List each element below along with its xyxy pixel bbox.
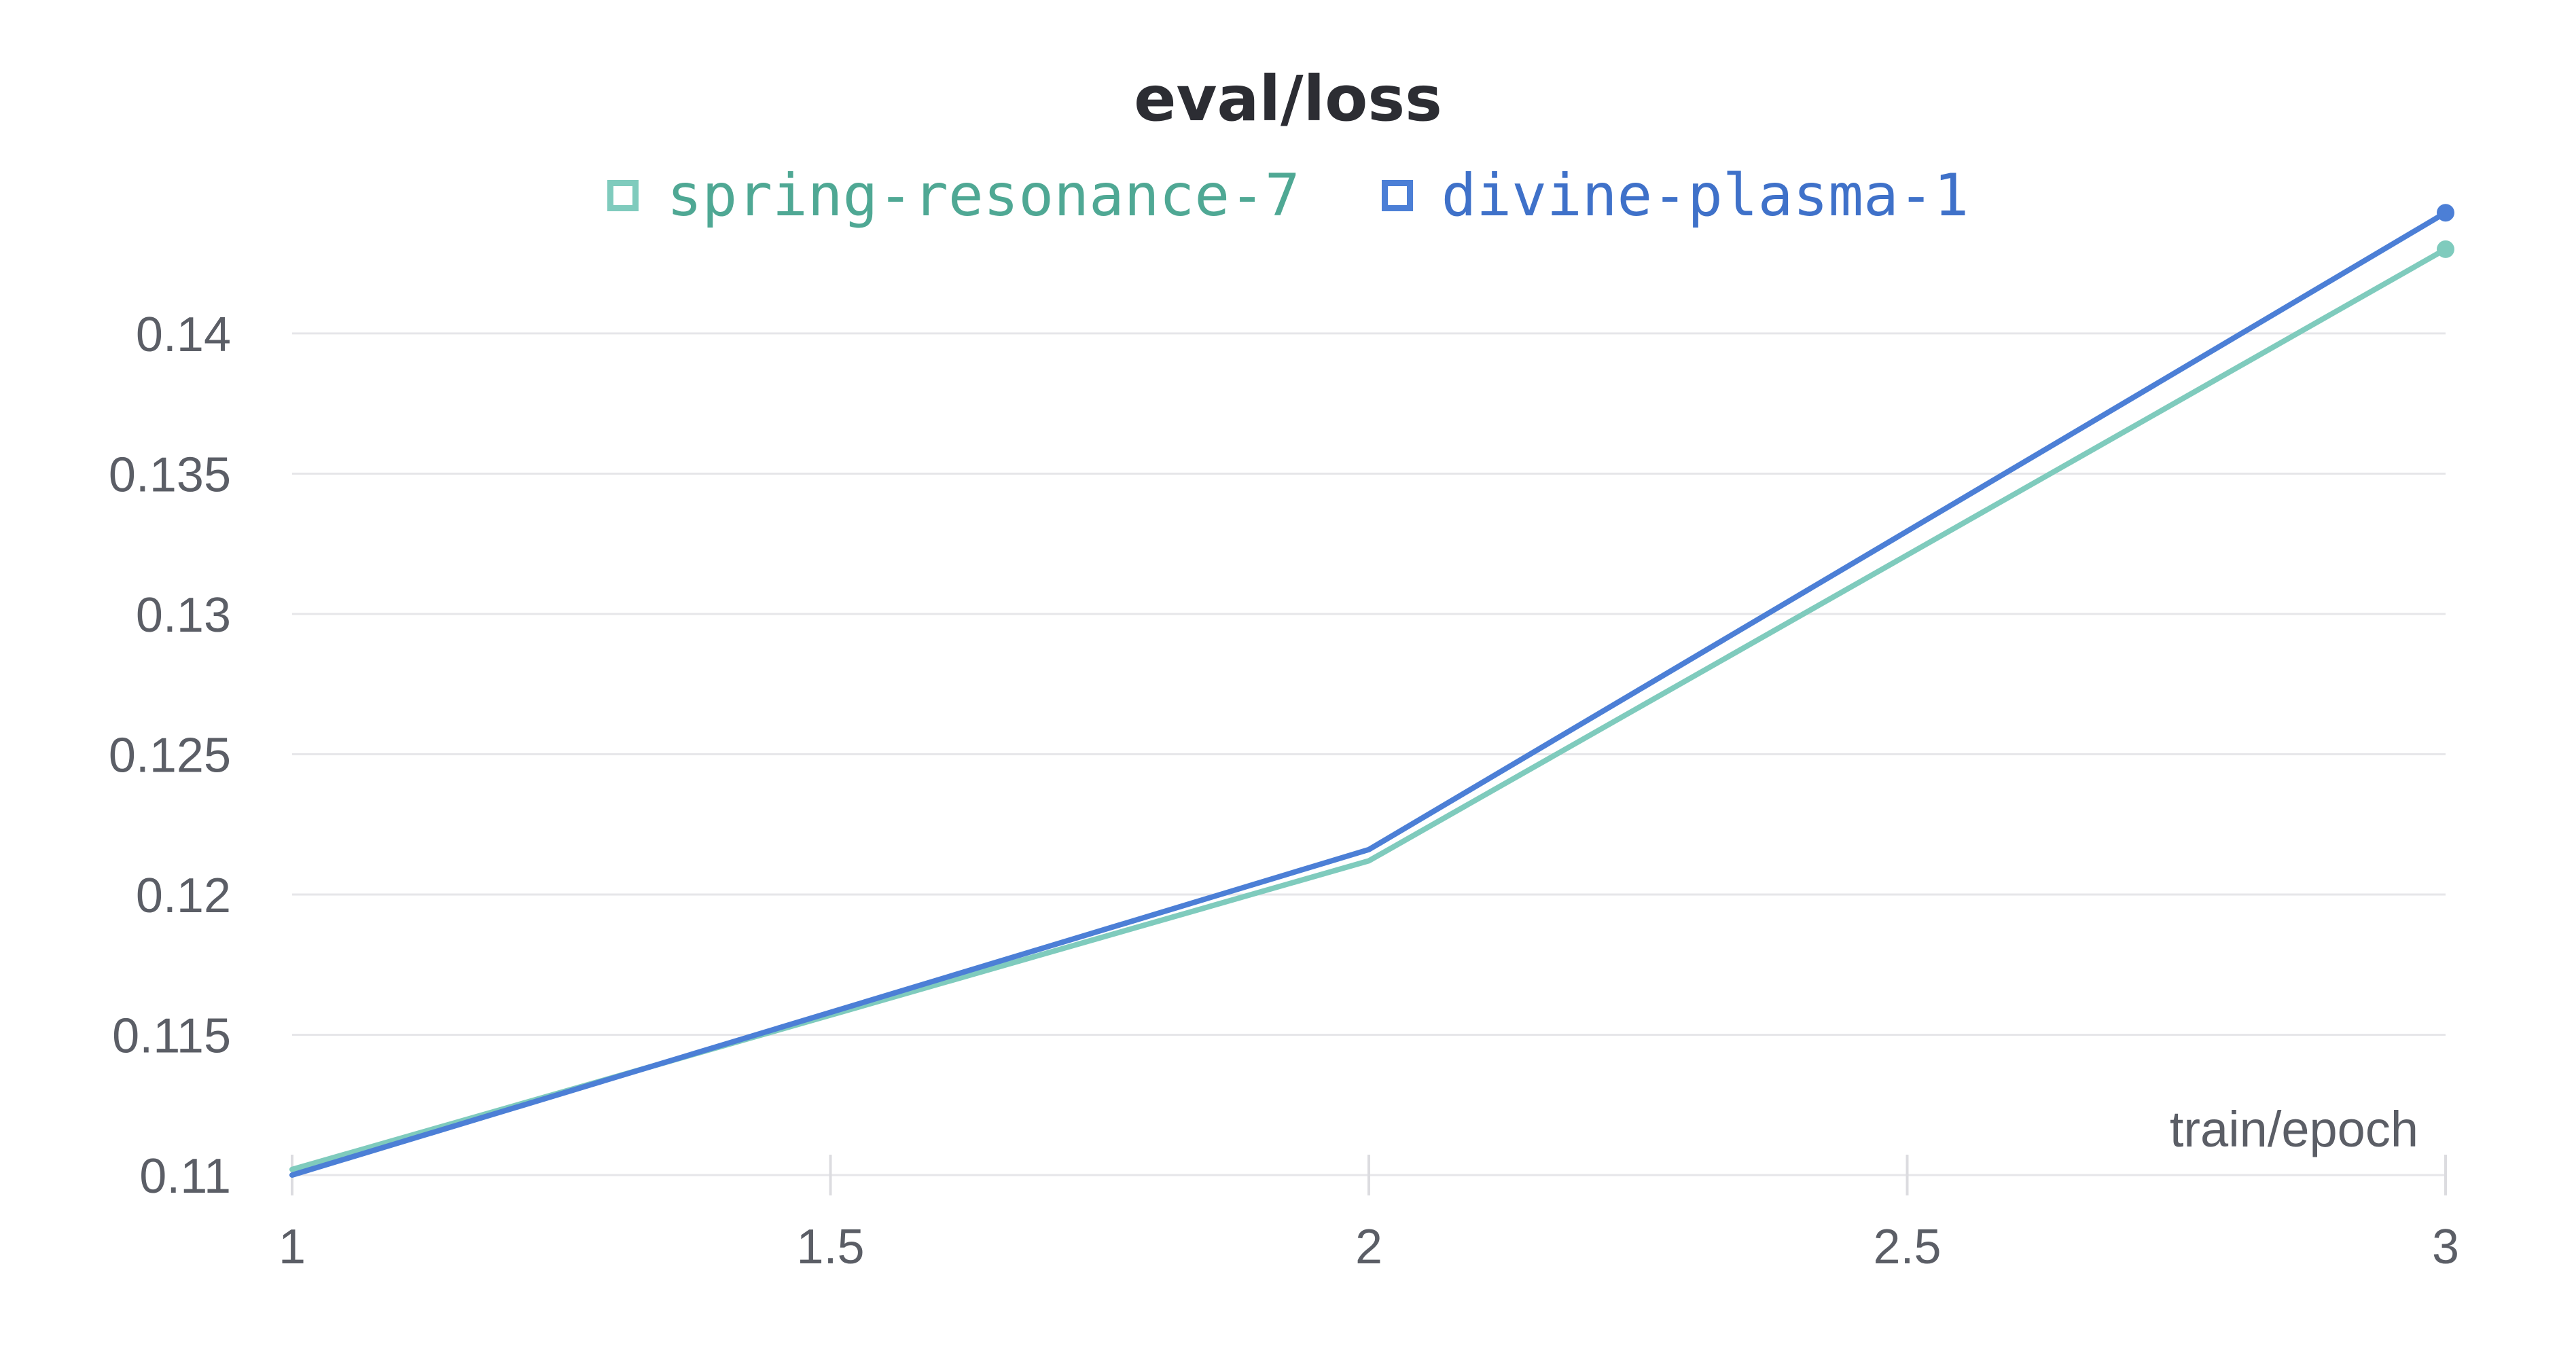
x-axis: 1 1.5 2 2.5 3 xyxy=(279,1155,2459,1274)
legend-swatch-icon xyxy=(1381,180,1413,211)
series-line-spring-resonance-7[interactable] xyxy=(289,246,2448,1172)
legend-item-spring-resonance-7[interactable]: spring-resonance-7 xyxy=(607,162,1300,230)
x-tick-label: 3 xyxy=(2432,1220,2459,1274)
grid-lines xyxy=(292,332,2446,1176)
legend-label: divine-plasma-1 xyxy=(1441,162,1969,230)
legend: spring-resonance-7 divine-plasma-1 xyxy=(0,162,2576,230)
x-axis-title: train/epoch xyxy=(2170,1101,2418,1157)
y-tick-label: 0.13 xyxy=(136,588,231,643)
x-tick-label: 2 xyxy=(1355,1220,1382,1274)
series-end-points xyxy=(2437,204,2454,258)
series-line-divine-plasma-1[interactable] xyxy=(289,210,2448,1178)
x-tick-label: 1.5 xyxy=(796,1220,864,1274)
y-tick-label: 0.135 xyxy=(109,448,231,502)
y-tick-label: 0.125 xyxy=(109,728,231,782)
series-lines xyxy=(289,210,2448,1178)
y-tick-label: 0.12 xyxy=(136,869,231,923)
y-axis: 0.11 0.115 0.12 0.125 0.13 0.135 0.14 xyxy=(109,308,231,1204)
x-tick-label: 2.5 xyxy=(1873,1220,1941,1274)
series-end-point-spring-resonance-7[interactable] xyxy=(2437,240,2454,258)
y-tick-label: 0.115 xyxy=(112,1009,231,1063)
legend-label: spring-resonance-7 xyxy=(666,162,1300,230)
series-end-point-divine-plasma-1[interactable] xyxy=(2437,204,2454,222)
legend-swatch-icon xyxy=(607,180,639,211)
legend-item-divine-plasma-1[interactable]: divine-plasma-1 xyxy=(1381,162,1969,230)
chart-title: eval/loss xyxy=(1134,62,1442,135)
y-tick-label: 0.11 xyxy=(139,1149,231,1204)
x-tick-label: 1 xyxy=(279,1220,306,1274)
y-tick-label: 0.14 xyxy=(136,308,231,362)
